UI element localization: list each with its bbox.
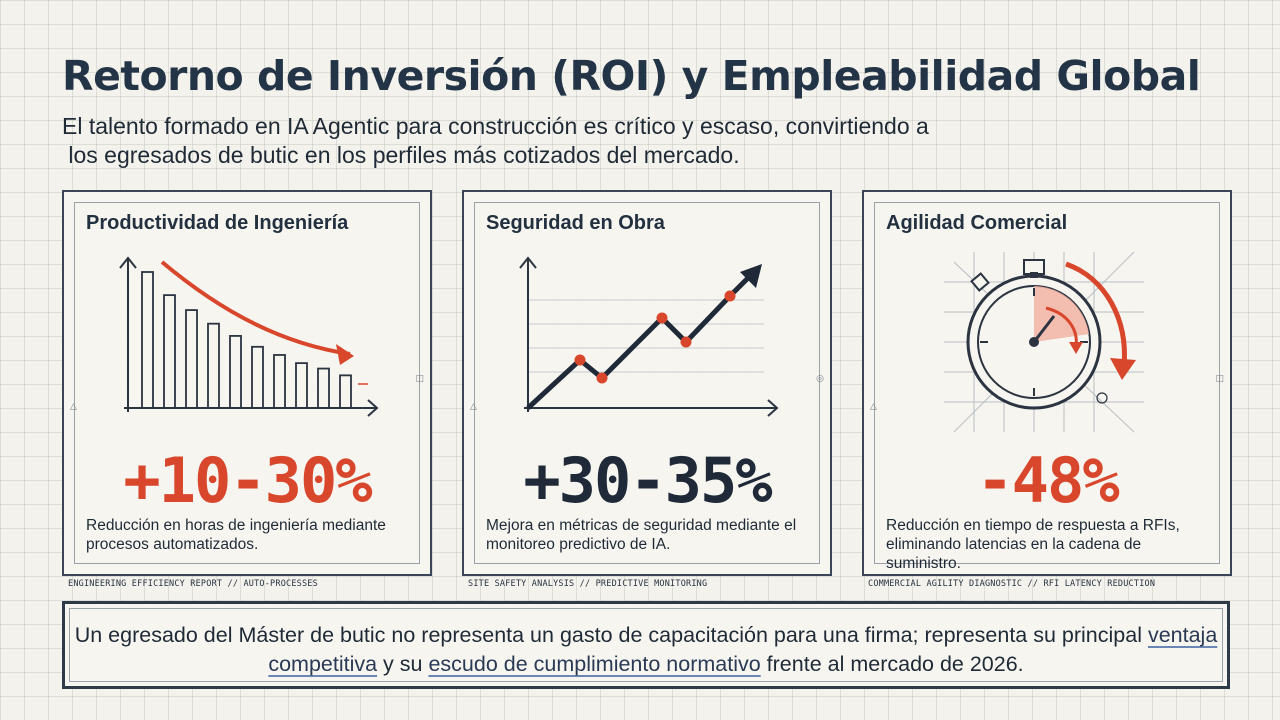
card-inner-frame (74, 202, 420, 564)
card-seguridad: Seguridad en Obra +30-35% Mejora en métr… (462, 190, 832, 576)
card-caption: ENGINEERING EFFICIENCY REPORT // AUTO-PR… (68, 579, 318, 589)
card-inner-frame (474, 202, 820, 564)
bar (229, 335, 242, 409)
bar (273, 354, 286, 409)
bar (185, 309, 198, 409)
card-caption: SITE SAFETY ANALYSIS // PREDICTIVE MONIT… (468, 579, 708, 589)
card-title: Productividad de Ingeniería (86, 212, 349, 234)
declining-bar-chart-icon (119, 256, 379, 417)
card-title: Seguridad en Obra (486, 212, 665, 234)
card-inner-frame (874, 202, 1220, 564)
bar (339, 374, 352, 409)
metric-description: Reducción en tiempo de respuesta a RFIs,… (886, 517, 1180, 572)
metric-value: -48% (976, 444, 1119, 517)
bar (207, 322, 220, 409)
frame-marker-icon: △ (470, 402, 477, 412)
frame-marker-icon: △ (70, 402, 77, 412)
footer-highlight-escudo: escudo de cumplimiento normativo (428, 652, 761, 676)
bar (163, 294, 176, 409)
subtitle-line-1: El talento formado en IA Agentic para co… (62, 113, 929, 139)
frame-marker-icon: ◎ (816, 374, 824, 384)
metric-value: +30-35% (523, 444, 772, 517)
stopwatch-icon (944, 251, 1144, 433)
subtitle-line-2: los egresados de butic en los perfiles m… (62, 142, 740, 168)
footer-text: Un egresado del Máster de butic no repre… (74, 623, 1148, 647)
page-subtitle: El talento formado en IA Agentic para co… (62, 112, 1042, 170)
footer-banner: Un egresado del Máster de butic no repre… (62, 601, 1230, 689)
metric-description: Mejora en métricas de seguridad mediante… (486, 517, 797, 553)
frame-marker-icon: △ (870, 402, 877, 412)
rising-line-chart-icon (519, 256, 779, 417)
footer-highlight-ventaja: ventaja competitiva (268, 623, 1218, 676)
bar (141, 271, 154, 409)
frame-marker-icon: ◫ (415, 374, 424, 384)
footer-text: y su (377, 652, 429, 676)
bar (251, 345, 264, 409)
bar (295, 362, 308, 409)
footer-text: frente al mercado de 2026. (760, 652, 1024, 676)
card-agilidad: Agilidad Comercial (862, 190, 1232, 576)
card-title: Agilidad Comercial (886, 212, 1068, 234)
bar (317, 367, 330, 409)
frame-marker-icon: ◫ (1215, 374, 1224, 384)
metric-description: Reducción en horas de ingeniería mediant… (86, 517, 386, 553)
page-title: Retorno de Inversión (ROI) y Empleabilid… (62, 52, 1201, 100)
card-caption: COMMERCIAL AGILITY DIAGNOSTIC // RFI LAT… (868, 579, 1156, 589)
card-productividad: Productividad de Ingeniería +10-30% Redu… (62, 190, 432, 576)
bar-group (141, 271, 352, 409)
metric-value: +10-30% (123, 444, 372, 517)
